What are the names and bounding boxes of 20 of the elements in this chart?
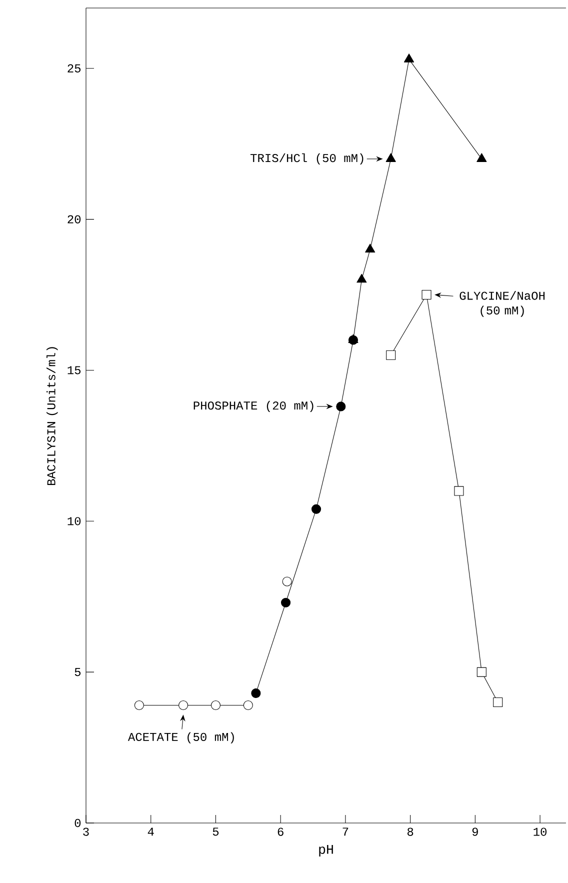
y-tick-label: 10 [68, 517, 81, 526]
annotation: PHOSPHATE (20 mM) [194, 400, 314, 412]
annotation: TRIS/HCl (50 mM) [250, 153, 364, 165]
x-tick-label: 4 [148, 828, 154, 836]
annotation: GLYCINE/NaOH (50 mM) [460, 291, 545, 317]
annotation: ACETATE (50 mM) [128, 732, 234, 744]
x-tick-label: 10 [534, 828, 546, 836]
y-tick-label: 5 [74, 668, 81, 676]
y-axis-title: BACILYSIN (Units/ml) [46, 347, 58, 485]
x-axis-title: pH [319, 845, 333, 857]
x-tick-label: 3 [83, 828, 89, 836]
x-tick-label: 9 [472, 828, 478, 836]
y-tick-label: 20 [68, 215, 81, 224]
y-tick-label: 25 [68, 64, 81, 72]
x-tick-label: 6 [278, 828, 284, 836]
x-tick-label: 8 [407, 828, 414, 836]
x-tick-label: 7 [342, 828, 348, 836]
y-tick-label: 0 [74, 818, 81, 828]
y-tick-label: 15 [68, 366, 81, 374]
x-tick-label: 5 [212, 828, 219, 836]
